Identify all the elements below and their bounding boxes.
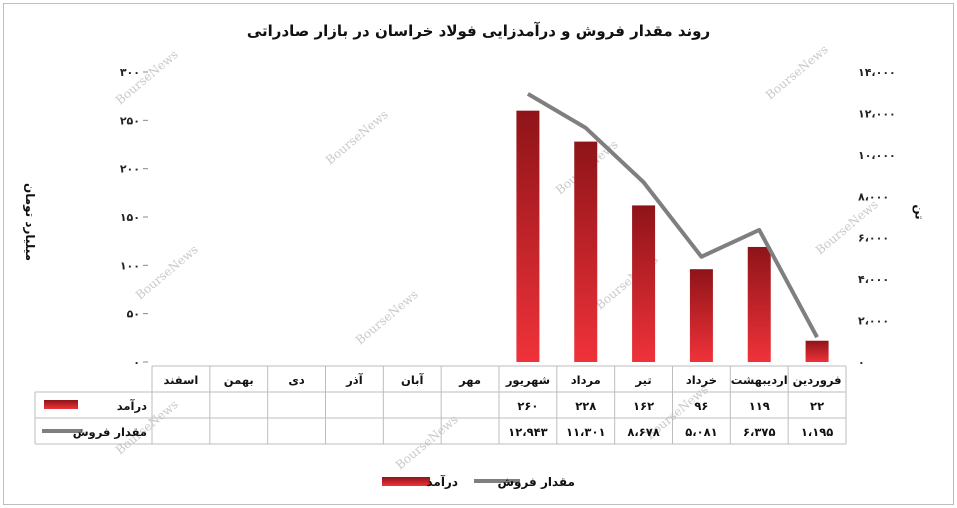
category-label: فروردین: [793, 373, 842, 388]
bar-data-label: ۲۲۸: [575, 399, 596, 413]
row-label-bar: درآمد: [117, 399, 147, 413]
y-left-tick-label: ۵۰: [127, 308, 140, 321]
chart-title: روند مقدار فروش و درآمدزایی فولاد خراسان…: [246, 22, 711, 40]
bar-0: [805, 340, 829, 362]
legend-key-bar: [382, 477, 430, 486]
watermark-text: BourseNews: [763, 42, 831, 102]
row-label-line: مقدار فروش: [73, 425, 147, 440]
line-data-label: ۱۲،۹۴۳: [508, 425, 547, 439]
category-label: مرداد: [571, 373, 601, 387]
legend-label-bar: درآمد: [426, 474, 458, 489]
y-left-tick-label: ۱۰۰: [120, 259, 140, 272]
bar-2: [689, 269, 713, 362]
bar-3: [632, 205, 656, 362]
category-label: خرداد: [686, 373, 717, 387]
category-label: شهریور: [505, 373, 550, 388]
line-series-sales: [526, 92, 819, 339]
y-left-tick-label: ۳۰۰: [120, 66, 140, 79]
bar-4: [574, 141, 598, 362]
y-right-tick-label: ۰: [858, 356, 865, 369]
legend-label-line: مقدار فروش: [497, 475, 575, 490]
category-label: آذر: [345, 373, 364, 387]
y-right-tick-label: ۱۴،۰۰۰: [858, 66, 896, 79]
category-label: تیر: [634, 373, 651, 387]
y-left-tick-label: ۲۰۰: [120, 163, 140, 176]
y-right-tick-label: ۱۰،۰۰۰: [858, 149, 896, 162]
bar-1: [747, 246, 771, 362]
line-data-label: ۶،۳۷۵: [743, 425, 775, 439]
bar-data-label: ۱۶۲: [633, 399, 654, 413]
category-label: اسفند: [163, 373, 198, 387]
category-label: مهر: [458, 373, 481, 387]
bar-data-label: ۹۶: [694, 399, 708, 413]
bar-5: [516, 110, 540, 363]
watermark-text: BourseNews: [813, 197, 881, 257]
y-left-tick-label: ۱۵۰: [120, 211, 140, 224]
line-data-label: ۱۱،۳۰۱: [566, 425, 605, 439]
category-label: اردیبهشت: [731, 373, 788, 387]
watermark-text: BourseNews: [323, 107, 391, 167]
watermark-text: BourseNews: [353, 287, 421, 347]
bar-data-label: ۲۲: [810, 399, 824, 413]
y-right-tick-label: ۲،۰۰۰: [858, 315, 889, 328]
row-key-bar: [44, 400, 78, 409]
category-label: آبان: [401, 373, 424, 387]
line-data-label: ۱،۱۹۵: [801, 425, 833, 439]
watermark-text: BourseNews: [133, 242, 201, 302]
bar-data-label: ۱۱۹: [749, 399, 770, 413]
watermark-text: BourseNews: [393, 412, 461, 472]
y-right-tick-label: ۱۲،۰۰۰: [858, 107, 896, 120]
y-right-tick-label: ۸،۰۰۰: [858, 190, 889, 203]
line-data-label: ۵،۰۸۱: [685, 425, 717, 439]
line-data-label: ۸،۶۷۸: [627, 425, 659, 439]
y-right-tick-label: ۶،۰۰۰: [858, 232, 889, 245]
y-left-tick-label: ۲۵۰: [120, 114, 140, 127]
category-label: بهمن: [224, 373, 254, 387]
category-label: دی: [288, 373, 305, 387]
y-right-tick-label: ۴،۰۰۰: [858, 273, 889, 286]
bar-data-label: ۲۶۰: [517, 399, 538, 413]
y-left-tick-label: ۰: [133, 356, 140, 369]
chart-frame: [3, 3, 954, 505]
